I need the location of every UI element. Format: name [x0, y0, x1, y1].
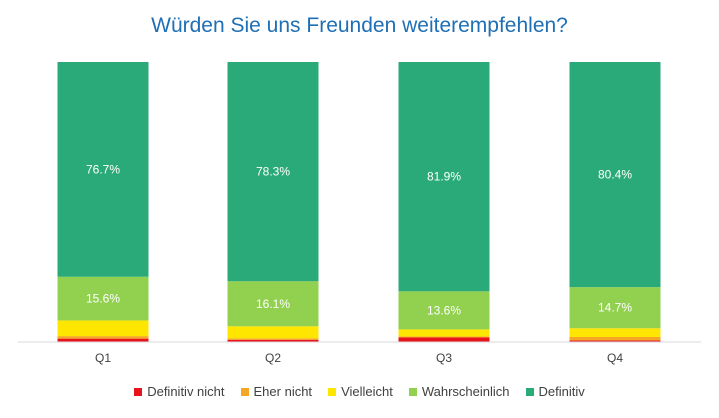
x-tick-label-q2: Q2: [265, 351, 281, 365]
bar-segment-q4-vielleicht: [569, 328, 661, 337]
bar-segment-q1-vielleicht: [57, 320, 149, 337]
bar-segment-q3-definitiv-nicht: [398, 337, 490, 342]
x-tick-label-q3: Q3: [436, 351, 452, 365]
legend-swatch-definitiv: [525, 387, 534, 396]
legend-swatch-eher-nicht: [240, 387, 249, 396]
data-label-q4-definitiv: 80.4%: [598, 168, 632, 182]
data-label-q2-definitiv: 78.3%: [256, 165, 290, 179]
bar-segment-q2-wahrscheinlich: [227, 281, 319, 327]
legend-label-vielleicht: Vielleicht: [341, 384, 393, 399]
legend-label-definitiv: Definitiv: [538, 384, 585, 399]
bar-segment-q4-wahrscheinlich: [569, 287, 661, 329]
bar-segment-q1-eher-nicht: [57, 336, 149, 339]
data-label-q2-wahrscheinlich: 16.1%: [256, 297, 290, 311]
legend-label-definitiv-nicht: Definitiv nicht: [147, 384, 225, 399]
bar-segment-q3-vielleicht: [398, 329, 490, 337]
chart-title: Würden Sie uns Freunden weiterempfehlen?: [151, 14, 568, 37]
data-label-q1-definitiv: 76.7%: [86, 162, 120, 176]
bar-segment-q4-eher-nicht: [569, 336, 661, 341]
bar-segment-q1-wahrscheinlich: [57, 276, 149, 321]
legend-item-vielleicht: Vielleicht: [328, 384, 393, 399]
data-label-q1-wahrscheinlich: 15.6%: [86, 292, 120, 306]
legend-item-eher-nicht: Eher nicht: [240, 384, 313, 399]
data-label-q3-definitiv: 81.9%: [427, 170, 461, 184]
legend-swatch-definitiv-nicht: [134, 387, 143, 396]
bar-segment-q3-definitiv: [398, 62, 490, 292]
bar-segment-q3-eher-nicht: [398, 336, 490, 338]
bar-segment-q3-wahrscheinlich: [398, 291, 490, 330]
bar-segment-q1-definitiv: [57, 62, 149, 277]
bar-segment-q1-definitiv-nicht: [57, 338, 149, 342]
bar-segment-q2-definitiv-nicht: [227, 339, 319, 342]
legend-label-eher-nicht: Eher nicht: [253, 384, 313, 399]
bar-segment-q4-definitiv: [569, 62, 661, 288]
data-label-q4-wahrscheinlich: 14.7%: [598, 301, 632, 315]
bar-segment-q2-definitiv: [227, 62, 319, 282]
legend-item-definitiv: Definitiv: [525, 384, 585, 399]
legend-item-definitiv-nicht: Definitiv nicht: [134, 384, 225, 399]
bar-segment-q2-eher-nicht: [227, 338, 319, 340]
data-label-q3-wahrscheinlich: 13.6%: [427, 303, 461, 317]
legend: Definitiv nicht Eher nicht Vielleicht Wahrs…: [0, 384, 719, 399]
legend-item-wahrscheinlich: Wahrscheinlich: [408, 384, 510, 399]
bar-segment-q2-vielleicht: [227, 326, 319, 339]
x-tick-label-q1: Q1: [95, 351, 111, 365]
legend-swatch-vielleicht: [328, 387, 337, 396]
x-tick-label-q4: Q4: [607, 351, 623, 365]
legend-label-wahrscheinlich: Wahrscheinlich: [421, 384, 510, 399]
bar-segment-q4-definitiv-nicht: [569, 340, 661, 342]
legend-swatch-wahrscheinlich: [408, 387, 417, 396]
